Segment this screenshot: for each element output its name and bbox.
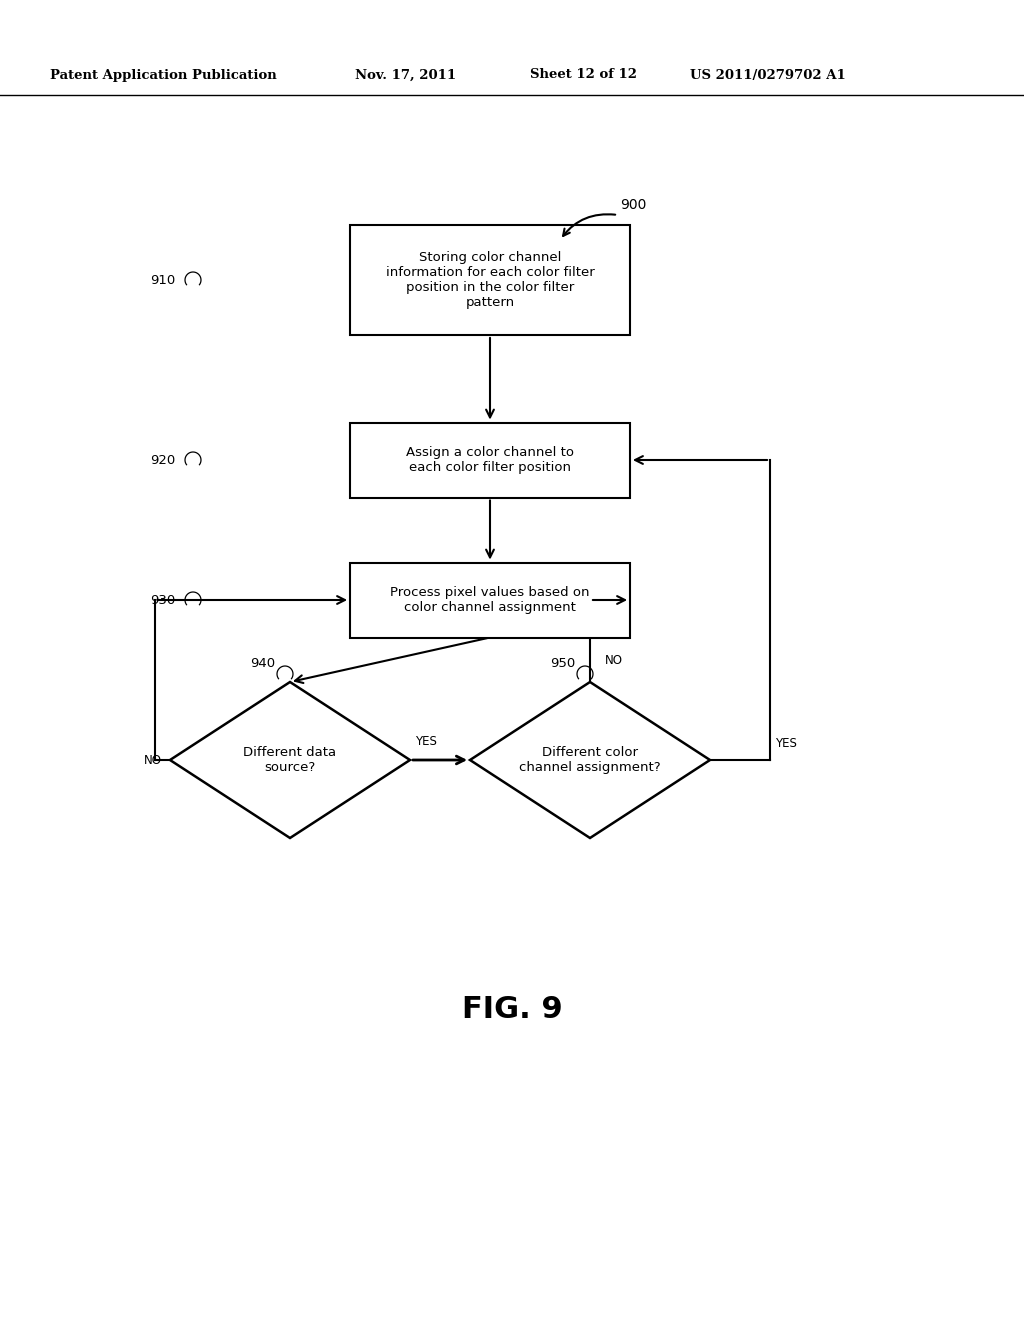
Text: 910: 910 xyxy=(150,273,175,286)
Bar xyxy=(350,422,630,498)
Text: Sheet 12 of 12: Sheet 12 of 12 xyxy=(530,69,637,82)
Bar xyxy=(350,562,630,638)
Text: 950: 950 xyxy=(550,657,575,671)
Text: Storing color channel
information for each color filter
position in the color fi: Storing color channel information for ea… xyxy=(386,251,594,309)
Text: 900: 900 xyxy=(620,198,646,213)
Text: 930: 930 xyxy=(150,594,175,606)
Text: Process pixel values based on
color channel assignment: Process pixel values based on color chan… xyxy=(390,586,590,614)
Text: NO: NO xyxy=(605,653,623,667)
Text: YES: YES xyxy=(775,737,797,750)
Text: Nov. 17, 2011: Nov. 17, 2011 xyxy=(355,69,456,82)
Text: Patent Application Publication: Patent Application Publication xyxy=(50,69,276,82)
Text: Different color
channel assignment?: Different color channel assignment? xyxy=(519,746,660,774)
Text: NO: NO xyxy=(144,754,162,767)
Polygon shape xyxy=(470,682,710,838)
Text: US 2011/0279702 A1: US 2011/0279702 A1 xyxy=(690,69,846,82)
Text: YES: YES xyxy=(415,735,437,748)
Text: 920: 920 xyxy=(150,454,175,466)
Text: Different data
source?: Different data source? xyxy=(244,746,337,774)
Text: FIG. 9: FIG. 9 xyxy=(462,995,562,1024)
Polygon shape xyxy=(170,682,410,838)
Text: 940: 940 xyxy=(250,657,275,671)
Bar xyxy=(350,224,630,335)
Text: Assign a color channel to
each color filter position: Assign a color channel to each color fil… xyxy=(406,446,574,474)
